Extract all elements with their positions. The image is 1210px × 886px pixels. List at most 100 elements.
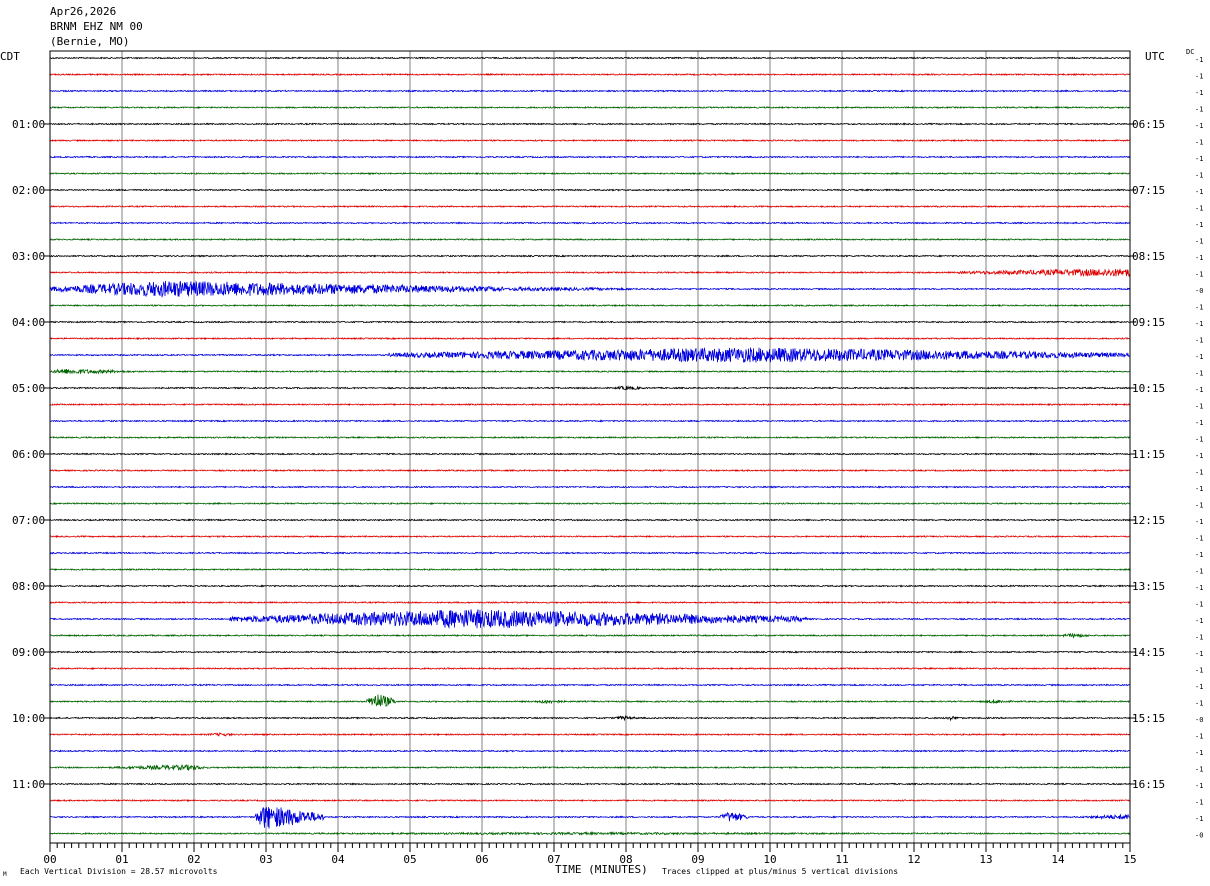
grid-lines xyxy=(121,51,1059,843)
dc-offset-label: -1 xyxy=(1195,370,1203,378)
trace-row-25 xyxy=(49,468,1131,473)
dc-offset-label: -1 xyxy=(1195,320,1203,328)
dc-offset-label: -1 xyxy=(1195,601,1203,609)
trace-row-47 xyxy=(49,830,1131,837)
trace-row-34 xyxy=(49,609,1131,629)
trace-row-45 xyxy=(49,798,1131,803)
dc-offset-label: -1 xyxy=(1195,172,1203,180)
hour-label-right: 09:15 xyxy=(1132,316,1165,329)
trace-row-36 xyxy=(49,650,1131,654)
trace-row-30 xyxy=(49,551,1131,555)
trace-row-12 xyxy=(49,254,1131,258)
trace-row-9 xyxy=(49,204,1131,209)
x-tick-label: 03 xyxy=(259,853,272,866)
trace-row-15 xyxy=(49,303,1131,308)
trace-row-22 xyxy=(49,419,1131,423)
clip-note: Traces clipped at plus/minus 5 vertical … xyxy=(662,867,899,876)
hour-label-left: 07:00 xyxy=(12,514,45,527)
dc-offset-label: -1 xyxy=(1195,733,1203,741)
trace-row-4 xyxy=(49,122,1131,126)
trace-row-19 xyxy=(49,368,1131,375)
trace-row-3 xyxy=(49,105,1131,110)
dc-offset-label: -1 xyxy=(1195,304,1203,312)
hour-label-right: 06:15 xyxy=(1132,118,1165,131)
trace-group xyxy=(49,56,1131,837)
trace-row-37 xyxy=(49,666,1131,671)
x-tick-label: 15 xyxy=(1123,853,1136,866)
dc-offset-label: -1 xyxy=(1195,386,1203,394)
trace-row-39 xyxy=(49,694,1131,707)
dc-offset-label: -1 xyxy=(1195,139,1203,147)
hour-label-right: 08:15 xyxy=(1132,250,1165,263)
axis-labels: -1 -1 -1 -1 -1 -1 -1 -1 -1 -1 -1 -1 -1 -1 -0 -1 -1 -1 -1 -1… xyxy=(12,56,1203,866)
trace-row-2 xyxy=(49,89,1131,93)
dc-offset-label: -1 xyxy=(1195,271,1203,279)
hour-label-left: 09:00 xyxy=(12,646,45,659)
hour-label-right: 15:15 xyxy=(1132,712,1165,725)
trace-row-43 xyxy=(49,763,1131,772)
dc-offset-label: -0 xyxy=(1195,287,1203,295)
dc-offset-label: -1 xyxy=(1195,106,1203,114)
trace-row-16 xyxy=(49,320,1131,324)
left-timezone-label: CDT xyxy=(0,50,20,63)
trace-row-14 xyxy=(49,280,1131,298)
trace-row-20 xyxy=(49,384,1131,391)
x-tick-label: 04 xyxy=(331,853,345,866)
dc-offset-label: -1 xyxy=(1195,403,1203,411)
dc-offset-label: -1 xyxy=(1195,56,1203,64)
dc-offset-label: -1 xyxy=(1195,122,1203,130)
trace-row-10 xyxy=(49,221,1131,225)
header-date: Apr26,2026 xyxy=(50,5,117,18)
hour-label-left: 03:00 xyxy=(12,250,45,263)
trace-row-26 xyxy=(49,485,1131,489)
logo-mark: M xyxy=(3,871,7,878)
hour-label-left: 11:00 xyxy=(12,778,45,791)
header-station: BRNM EHZ NM 00 xyxy=(50,20,143,33)
x-tick-label: 02 xyxy=(187,853,200,866)
dc-offset-label: -1 xyxy=(1195,221,1203,229)
trace-row-28 xyxy=(49,518,1131,522)
dc-offset-label: -1 xyxy=(1195,782,1203,790)
trace-row-32 xyxy=(49,584,1131,588)
dc-offset-label: -1 xyxy=(1195,205,1203,213)
trace-row-31 xyxy=(49,567,1131,572)
dc-offset-label: -1 xyxy=(1195,502,1203,510)
hour-label-right: 10:15 xyxy=(1132,382,1165,395)
hour-label-left: 08:00 xyxy=(12,580,45,593)
dc-offset-label: -1 xyxy=(1195,518,1203,526)
hour-label-left: 02:00 xyxy=(12,184,45,197)
x-axis-title: TIME (MINUTES) xyxy=(555,863,648,876)
trace-row-1 xyxy=(49,72,1131,77)
trace-row-5 xyxy=(49,138,1131,143)
dc-offset-label: -0 xyxy=(1195,716,1203,724)
trace-row-13 xyxy=(49,268,1131,277)
dc-offset-label: -1 xyxy=(1195,419,1203,427)
dc-offset-label: -1 xyxy=(1195,188,1203,196)
plot-frame xyxy=(44,50,1136,852)
dc-offset-label: -1 xyxy=(1195,683,1203,691)
trace-row-40 xyxy=(49,715,1131,722)
dc-offset-label: -1 xyxy=(1195,353,1203,361)
dc-offset-label: -1 xyxy=(1195,551,1203,559)
x-tick-label: 06 xyxy=(475,853,488,866)
dc-offset-label: -1 xyxy=(1195,535,1203,543)
dc-offset-label: -1 xyxy=(1195,766,1203,774)
dc-offset-label: -1 xyxy=(1195,89,1203,97)
dc-offset-label: -1 xyxy=(1195,436,1203,444)
trace-row-38 xyxy=(49,683,1131,687)
dc-offset-label: -1 xyxy=(1195,799,1203,807)
trace-row-33 xyxy=(49,600,1131,605)
trace-row-41 xyxy=(49,732,1131,737)
hour-label-left: 05:00 xyxy=(12,382,45,395)
dc-offset-label: -1 xyxy=(1195,749,1203,757)
dc-label: DC xyxy=(1186,48,1195,56)
trace-row-35 xyxy=(49,632,1131,639)
hour-label-right: 13:15 xyxy=(1132,580,1165,593)
hour-label-right: 14:15 xyxy=(1132,646,1165,659)
trace-row-6 xyxy=(49,155,1130,159)
trace-row-29 xyxy=(49,534,1131,539)
hour-label-right: 07:15 xyxy=(1132,184,1165,197)
x-tick-label: 12 xyxy=(907,853,920,866)
dc-offset-label: -1 xyxy=(1195,650,1203,658)
